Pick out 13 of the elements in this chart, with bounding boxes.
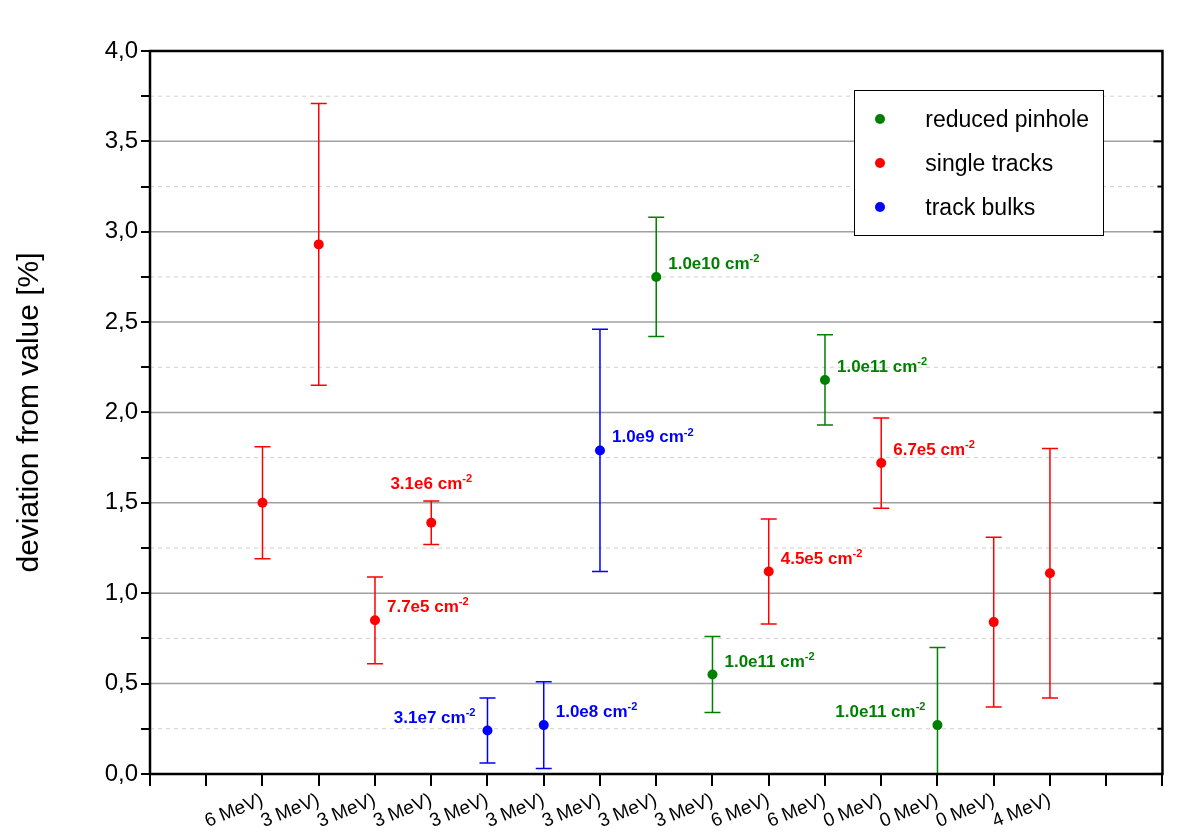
legend-label: single tracks bbox=[925, 149, 1054, 177]
y-tick-label: 1,0 bbox=[104, 577, 138, 605]
legend-label: track bulks bbox=[925, 193, 1036, 221]
y-tick-label: 4,0 bbox=[104, 35, 138, 63]
y-axis-title: deviation from value [%] bbox=[11, 252, 45, 573]
y-tick-label: 2,5 bbox=[104, 306, 138, 334]
y-tick-label: 1,5 bbox=[104, 487, 138, 515]
y-tick-label: 2,0 bbox=[104, 397, 138, 425]
legend-label: reduced pinhole bbox=[925, 105, 1089, 133]
y-tick-label: 0,5 bbox=[104, 668, 138, 696]
y-tick-label: 3,0 bbox=[104, 216, 138, 244]
y-tick-label: 3,5 bbox=[104, 125, 138, 153]
y-tick-label: 0,0 bbox=[104, 758, 138, 786]
